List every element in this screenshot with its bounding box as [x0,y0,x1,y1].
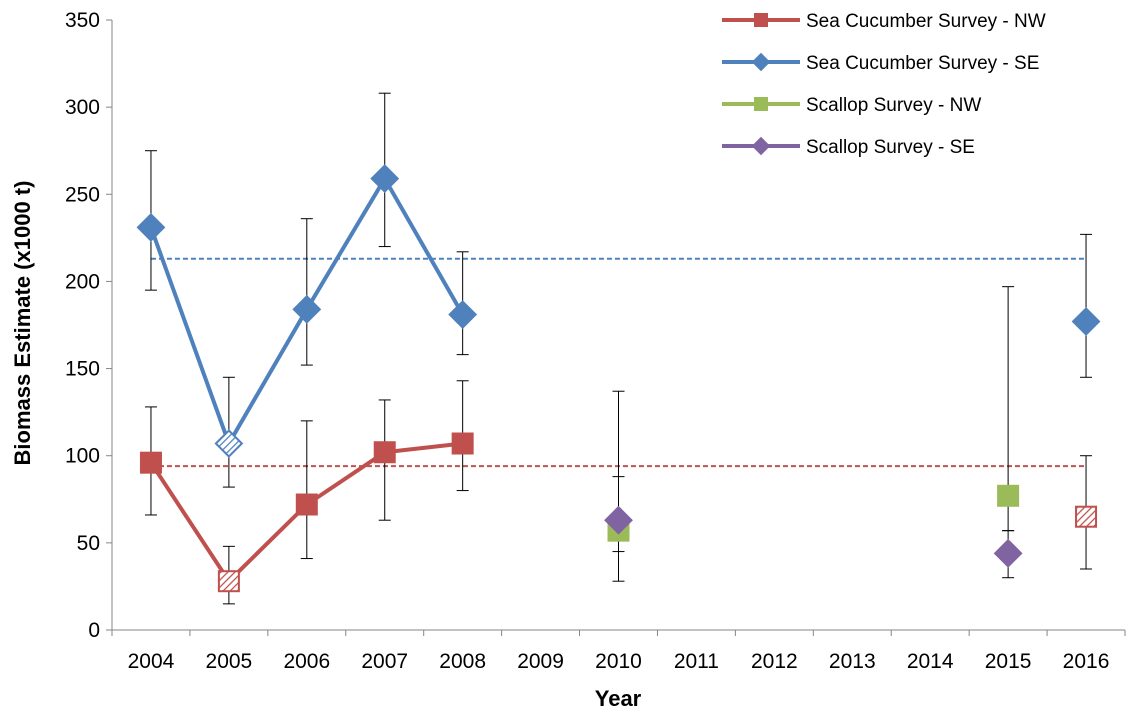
data-point [370,164,400,194]
data-point [604,505,633,535]
legend-marker [754,13,768,27]
x-tick-label: 2013 [829,650,876,673]
y-tick-label: 150 [65,358,100,381]
y-axis-title: Biomass Estimate (x1000 t) [10,181,35,466]
data-point [214,429,244,458]
y-tick-label: 250 [65,183,100,206]
y-tick-label: 300 [65,96,100,119]
data-point [448,300,478,329]
y-tick-label: 0 [88,619,100,642]
data-point [997,484,1020,507]
legend-marker [751,136,771,156]
x-tick-label: 2008 [439,650,486,673]
x-tick-label: 2004 [128,650,175,673]
x-axis-title: Year [595,686,642,711]
x-tick-label: 2009 [517,650,564,673]
data-point [993,538,1023,568]
legend-label: Scallop Survey - SE [806,137,975,158]
legend-label: Sea Cucumber Survey - SE [806,53,1039,74]
x-tick-label: 2014 [907,650,954,673]
data-point [217,570,240,593]
x-tick-label: 2012 [751,650,798,673]
data-point [139,451,162,474]
data-point [1071,307,1101,336]
x-tick-label: 2015 [985,650,1032,673]
legend: Sea Cucumber Survey - NW Sea Cucumber Sur… [722,11,1046,158]
data-point [451,432,474,455]
x-tick-label: 2006 [283,650,330,673]
x-tick-label: 2010 [595,650,642,673]
legend-marker [754,97,768,111]
data-point [292,294,322,324]
data-point [1075,505,1098,528]
y-tick-label: 100 [65,445,100,468]
x-tick-label: 2016 [1063,650,1110,673]
data-point [295,493,318,516]
legend-label: Sea Cucumber Survey - NW [806,11,1046,32]
data-point [373,441,396,464]
x-tick-label: 2011 [674,650,719,673]
legend-label: Scallop Survey - NW [806,95,981,116]
x-tick-label: 2007 [361,650,408,673]
y-tick-label: 350 [65,9,100,32]
data-point [136,212,166,242]
legend-marker [751,52,771,72]
x-tick-label: 2005 [206,650,253,673]
y-tick-label: 200 [65,270,100,293]
y-tick-label: 50 [77,532,100,555]
